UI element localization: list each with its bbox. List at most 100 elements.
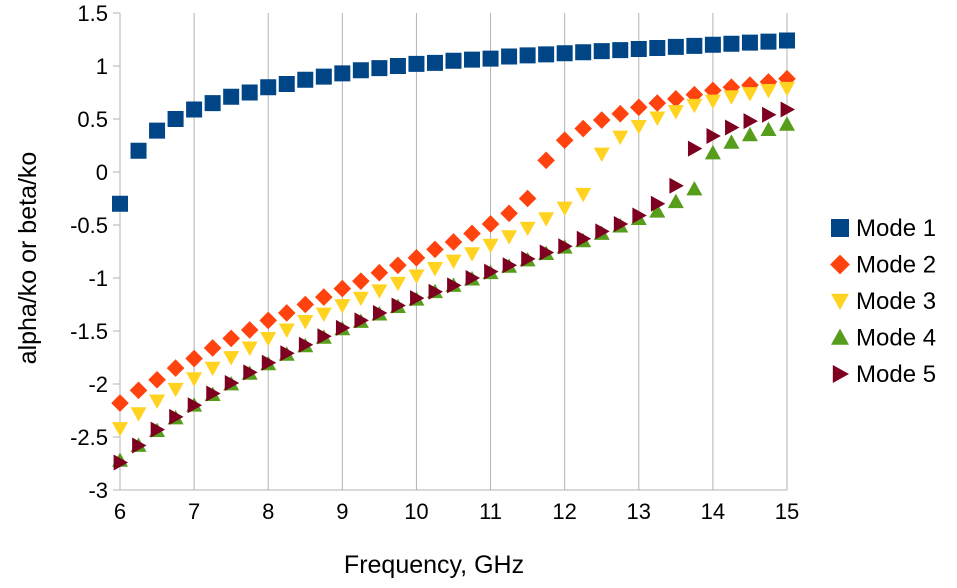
data-point <box>613 215 629 232</box>
y-tick-label: 0.5 <box>77 107 108 132</box>
data-point <box>370 263 389 282</box>
data-point <box>447 277 462 294</box>
data-point <box>539 244 555 261</box>
data-point <box>112 195 128 212</box>
y-tick-label: -2 <box>88 372 108 397</box>
data-point <box>575 187 592 203</box>
data-point <box>149 394 166 409</box>
data-point <box>297 71 314 88</box>
data-point <box>760 121 777 136</box>
data-point <box>113 454 128 471</box>
data-point <box>410 290 425 307</box>
data-point <box>352 291 369 307</box>
data-point <box>278 76 295 93</box>
data-point <box>186 372 203 387</box>
y-tick-label: -1.5 <box>70 319 108 344</box>
data-point <box>650 195 666 212</box>
data-point <box>482 238 499 254</box>
data-point <box>389 256 407 275</box>
grid-lines <box>113 12 788 491</box>
data-point <box>741 126 758 142</box>
data-point <box>391 297 406 314</box>
data-point <box>111 394 129 412</box>
data-point <box>206 385 221 402</box>
x-tick-label: 13 <box>627 499 651 524</box>
data-point <box>334 65 351 82</box>
data-point <box>203 339 222 357</box>
legend-marker <box>831 219 849 237</box>
y-tick-label: 1.5 <box>77 1 108 26</box>
data-point <box>334 299 351 314</box>
data-point <box>222 329 240 348</box>
series-mode-4 <box>112 116 795 467</box>
data-point <box>667 90 685 108</box>
data-point <box>574 119 592 138</box>
data-point <box>260 332 277 347</box>
data-point <box>521 250 536 267</box>
data-point <box>408 269 425 284</box>
data-point <box>280 345 295 362</box>
data-point <box>204 95 221 112</box>
data-point <box>204 361 221 377</box>
data-point <box>240 321 259 339</box>
data-point <box>315 68 332 85</box>
data-point <box>241 341 258 356</box>
y-tick-label: -2.5 <box>70 425 108 450</box>
data-point <box>611 104 630 123</box>
data-point <box>723 35 740 52</box>
y-tick-label: 0 <box>96 160 108 185</box>
data-point <box>779 116 795 131</box>
x-tick-label: 15 <box>775 499 799 524</box>
data-point <box>723 90 740 105</box>
data-point <box>187 397 203 414</box>
x-tick-label: 12 <box>552 499 576 524</box>
data-point <box>667 193 684 209</box>
data-point <box>315 307 332 323</box>
data-point <box>538 212 555 227</box>
data-point <box>741 87 758 102</box>
data-point <box>780 101 795 118</box>
data-point <box>537 151 555 170</box>
data-point <box>445 52 462 69</box>
data-point <box>224 374 240 391</box>
y-tick-label: -0.5 <box>70 213 108 238</box>
data-point <box>649 203 666 218</box>
data-point <box>167 111 184 127</box>
data-point <box>352 272 370 290</box>
data-point <box>426 262 443 277</box>
legend-label: Mode 3 <box>856 288 936 315</box>
y-tick-label: -3 <box>88 478 108 503</box>
data-point <box>465 270 481 286</box>
axes <box>119 13 787 491</box>
plot-area <box>111 32 796 471</box>
data-point <box>518 189 537 208</box>
data-point <box>464 51 481 68</box>
y-tick-labels: 1.5 1 0.5 0 -0.5 -1 -1.5 -2 -2.5 -3 <box>70 1 108 503</box>
data-point <box>725 119 740 136</box>
data-point <box>723 134 740 149</box>
data-point <box>149 122 166 139</box>
data-point <box>354 312 369 329</box>
data-point <box>595 223 610 240</box>
data-point <box>298 336 314 353</box>
y-tick-label: -1 <box>88 266 108 291</box>
data-point <box>704 36 721 53</box>
data-point <box>556 201 573 217</box>
data-point <box>317 328 332 345</box>
data-point <box>575 44 592 61</box>
data-point <box>592 111 611 129</box>
data-point <box>687 140 703 157</box>
data-point <box>371 284 388 299</box>
data-point <box>223 88 240 105</box>
data-point <box>261 354 277 371</box>
legend: Mode 1 Mode 2 Mode 3 Mode 4 Mode 5 <box>830 215 936 388</box>
x-tick-label: 7 <box>188 499 200 524</box>
data-point <box>185 349 203 368</box>
legend-label: Mode 5 <box>856 361 936 388</box>
data-point <box>669 177 684 194</box>
x-axis-title: Frequency, GHz <box>344 551 524 579</box>
data-point <box>667 38 684 55</box>
data-point <box>132 437 147 454</box>
data-point <box>519 47 536 64</box>
